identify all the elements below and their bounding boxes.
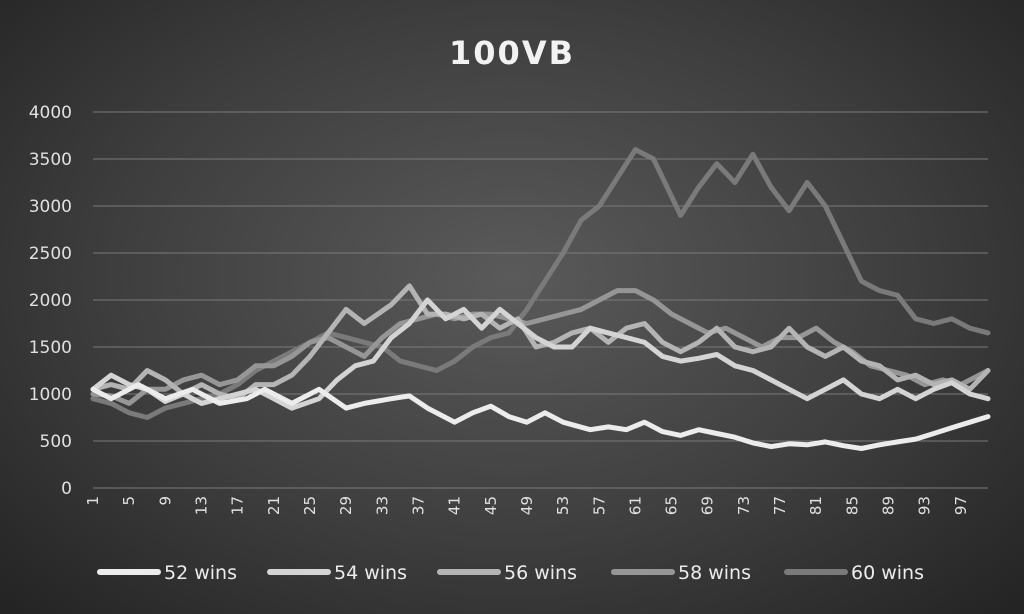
- x-tick-label: 21: [265, 496, 283, 515]
- x-tick-label: 61: [626, 496, 644, 515]
- y-tick-label: 2500: [29, 244, 72, 264]
- x-tick-label: 13: [192, 496, 210, 515]
- series-lines: [90, 147, 991, 451]
- x-tick-label: 53: [554, 496, 572, 515]
- x-tick-label: 45: [482, 496, 500, 515]
- gridlines: [93, 111, 988, 489]
- legend-label: 58 wins: [678, 562, 751, 584]
- legend-label: 52 wins: [164, 562, 237, 584]
- x-tick-label: 85: [843, 496, 861, 515]
- chart-title: 100VB: [449, 34, 575, 72]
- x-tick-label: 37: [409, 496, 427, 515]
- y-axis-ticks: 0 500 1000 1500 2000 2500 3000 3500 4000: [29, 103, 72, 499]
- x-tick-label: 17: [229, 496, 247, 515]
- y-tick-label: 1500: [29, 338, 72, 358]
- legend-label: 56 wins: [504, 562, 577, 584]
- y-tick-label: 4000: [29, 103, 72, 123]
- y-tick-label: 0: [61, 479, 72, 499]
- x-axis-ticks: 1 5 9 13 17 21 25 29 33 37 41 45 49 53 57 61 65 69 73 77 81 8…: [84, 496, 970, 515]
- legend-label: 60 wins: [851, 562, 924, 584]
- x-tick-label: 9: [156, 496, 174, 506]
- y-tick-label: 1000: [29, 385, 72, 405]
- y-tick-label: 500: [40, 432, 72, 452]
- y-tick-label: 3500: [29, 150, 72, 170]
- series-line-60-wins: [90, 147, 991, 420]
- x-tick-label: 93: [916, 496, 934, 515]
- x-tick-label: 57: [590, 496, 608, 515]
- series-line-52-wins: [90, 382, 991, 451]
- legend-label: 54 wins: [334, 562, 407, 584]
- x-tick-label: 49: [518, 496, 536, 515]
- legend: 52 wins 54 wins 56 wins 58 wins 60 wins: [97, 562, 924, 584]
- y-tick-label: 3000: [29, 197, 72, 217]
- series-line-54-wins: [90, 297, 991, 411]
- x-tick-label: 77: [771, 496, 789, 515]
- x-tick-label: 5: [120, 496, 138, 506]
- y-tick-label: 2000: [29, 291, 72, 311]
- x-tick-label: 25: [301, 496, 319, 515]
- x-tick-label: 1: [84, 496, 102, 506]
- x-tick-label: 97: [952, 496, 970, 515]
- x-tick-label: 69: [699, 496, 717, 515]
- x-tick-label: 29: [337, 496, 355, 515]
- x-tick-label: 65: [663, 496, 681, 515]
- x-tick-label: 81: [807, 496, 825, 515]
- x-tick-label: 73: [735, 496, 753, 515]
- x-tick-label: 89: [880, 496, 898, 515]
- x-tick-label: 33: [373, 496, 391, 515]
- x-tick-label: 41: [446, 496, 464, 515]
